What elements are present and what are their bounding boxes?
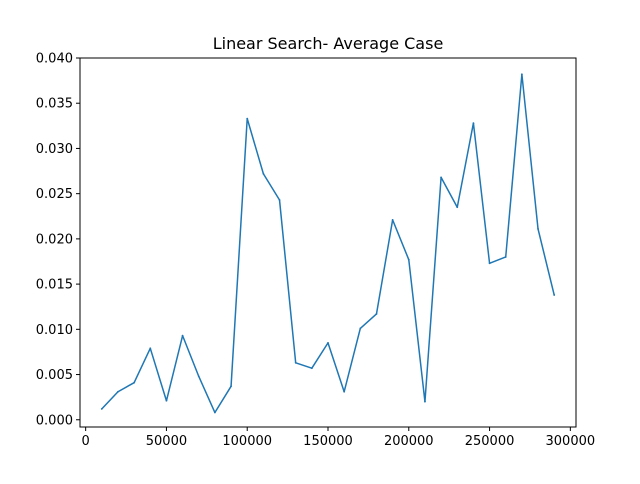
data-point (343, 390, 346, 393)
data-point (294, 361, 297, 364)
data-point (520, 73, 523, 76)
data-point (181, 334, 184, 337)
series-layer (100, 73, 556, 414)
data-point (359, 327, 362, 330)
y-axis: 0.000 0.005 0.010 0.015 0.020 0.025 0.030 0.035… (36, 52, 80, 428)
y-tick-label: 0.030 (36, 142, 73, 157)
data-point (407, 258, 410, 261)
y-tick-label: 0.010 (36, 323, 73, 338)
y-tick-label: 0.000 (36, 413, 73, 428)
x-tick-label: 250000 (465, 434, 515, 449)
data-point (165, 399, 168, 402)
data-point (310, 367, 313, 370)
x-axis: 0 50000 100000 150000 200000 250000 300000 (82, 427, 596, 449)
data-point (327, 341, 329, 344)
x-tick-label: 50000 (146, 434, 187, 449)
y-tick-label: 0.025 (36, 187, 73, 202)
data-point (117, 390, 119, 393)
x-tick-label: 300000 (546, 434, 596, 449)
y-tick-label: 0.035 (36, 97, 73, 112)
y-tick-label: 0.015 (36, 278, 73, 293)
data-point (440, 176, 442, 179)
data-point (456, 206, 459, 209)
data-point (391, 218, 394, 221)
data-point (197, 375, 200, 378)
data-point (553, 294, 556, 296)
data-point (488, 262, 491, 265)
chart-title: Linear Search- Average Case (213, 34, 444, 53)
data-point (262, 172, 265, 175)
data-point (375, 313, 378, 315)
x-tick-label: 150000 (303, 434, 353, 449)
data-point (246, 117, 249, 120)
series-line (101, 73, 555, 414)
data-point (537, 228, 539, 230)
data-point (278, 199, 281, 201)
data-point (472, 122, 475, 125)
data-point (100, 408, 103, 410)
plot-frame (79, 57, 577, 428)
x-tick-label: 200000 (384, 434, 434, 449)
data-point (149, 347, 152, 350)
data-point (424, 400, 426, 403)
x-tick-label: 0 (82, 434, 90, 449)
x-tick-label: 100000 (222, 434, 272, 449)
y-tick-label: 0.040 (36, 52, 73, 67)
y-tick-label: 0.020 (36, 232, 73, 247)
data-point (214, 411, 216, 414)
data-point (133, 381, 136, 384)
y-tick-label: 0.005 (36, 368, 73, 383)
data-point (230, 385, 232, 388)
data-point (504, 256, 507, 258)
